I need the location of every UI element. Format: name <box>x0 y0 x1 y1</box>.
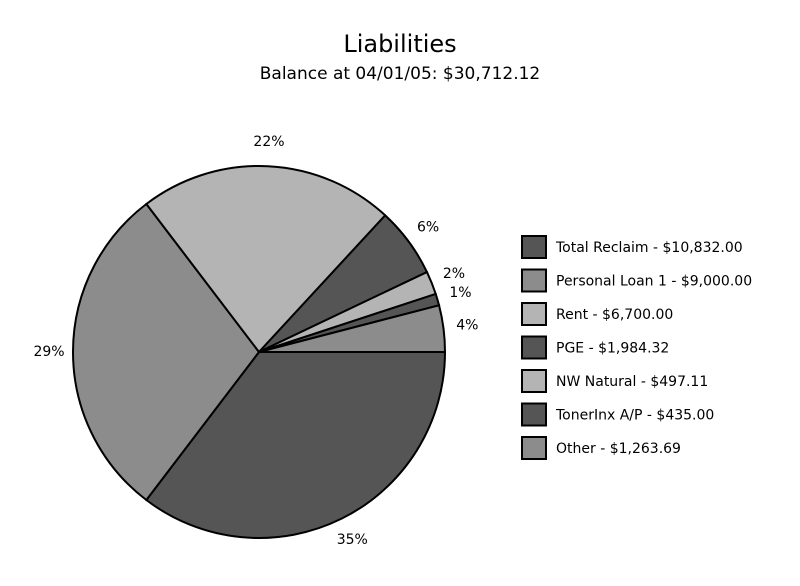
pie-slice <box>72 202 261 502</box>
legend-label: Total Reclaim - $10,832.00 <box>555 240 743 256</box>
legend-swatch <box>521 335 547 360</box>
legend-swatch <box>521 369 547 393</box>
legend-label: Other - $1,263.69 <box>556 441 681 457</box>
pie-slice <box>258 304 447 353</box>
legend-swatch <box>521 402 547 427</box>
pie-slice <box>144 351 447 539</box>
legend-label: NW Natural - $497.11 <box>556 374 708 390</box>
legend-swatch <box>521 302 547 326</box>
legend-swatch <box>521 235 547 259</box>
slice-label: 29% <box>33 344 64 360</box>
chart-title: Liabilities <box>343 30 456 58</box>
legend-swatch <box>521 268 547 293</box>
legend-label: PGE - $1,984.32 <box>556 341 669 357</box>
legend-swatch <box>521 436 547 460</box>
slice-label: 2% <box>443 266 465 282</box>
legend-label: TonerInx A/P - $435.00 <box>555 408 714 424</box>
slice-label: 22% <box>253 134 284 150</box>
slice-label: 4% <box>456 317 478 333</box>
slice-label: 35% <box>337 532 368 548</box>
chart-subtitle: Balance at 04/01/05: $30,712.12 <box>260 64 541 84</box>
slice-label: 1% <box>449 285 471 301</box>
pie-slice <box>144 165 387 354</box>
legend-label: Rent - $6,700.00 <box>556 307 673 323</box>
legend-label: Personal Loan 1 - $9,000.00 <box>556 274 752 290</box>
slice-label: 6% <box>417 219 439 235</box>
